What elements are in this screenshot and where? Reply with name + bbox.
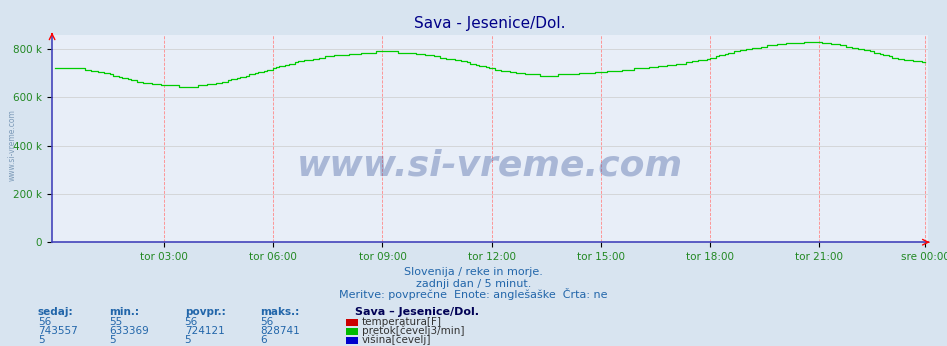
Text: 5: 5 (38, 335, 45, 345)
Text: min.:: min.: (109, 307, 139, 317)
Text: 828741: 828741 (260, 326, 300, 336)
Text: 56: 56 (185, 317, 198, 327)
Text: temperatura[F]: temperatura[F] (362, 317, 441, 327)
Text: www.si-vreme.com: www.si-vreme.com (297, 148, 683, 182)
Text: 56: 56 (38, 317, 51, 327)
Text: višina[čevelj]: višina[čevelj] (362, 334, 431, 345)
Text: 743557: 743557 (38, 326, 78, 336)
Text: 55: 55 (109, 317, 122, 327)
Text: povpr.:: povpr.: (185, 307, 225, 317)
Text: Sava – Jesenice/Dol.: Sava – Jesenice/Dol. (355, 307, 479, 317)
Text: 724121: 724121 (185, 326, 224, 336)
Text: zadnji dan / 5 minut.: zadnji dan / 5 minut. (416, 279, 531, 289)
Text: www.si-vreme.com: www.si-vreme.com (8, 109, 17, 181)
Text: 633369: 633369 (109, 326, 149, 336)
Text: 5: 5 (109, 335, 116, 345)
Text: 6: 6 (260, 335, 267, 345)
Text: sedaj:: sedaj: (38, 307, 74, 317)
Text: maks.:: maks.: (260, 307, 299, 317)
Title: Sava - Jesenice/Dol.: Sava - Jesenice/Dol. (415, 16, 565, 31)
Text: 56: 56 (260, 317, 274, 327)
Text: Slovenija / reke in morje.: Slovenija / reke in morje. (404, 267, 543, 277)
Text: Meritve: povprečne  Enote: anglešaške  Črta: ne: Meritve: povprečne Enote: anglešaške Črt… (339, 288, 608, 300)
Text: 5: 5 (185, 335, 191, 345)
Text: pretok[čevelj3/min]: pretok[čevelj3/min] (362, 325, 464, 336)
